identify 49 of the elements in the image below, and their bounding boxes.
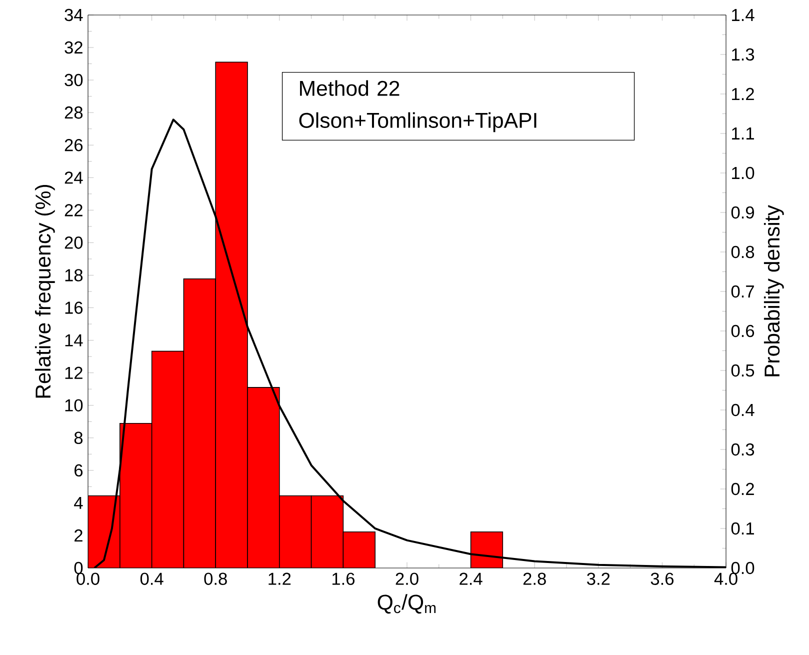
y-tick-label: 16 <box>65 302 83 314</box>
x-tick-label: 3.6 <box>650 572 674 585</box>
x-tick-label: 0.8 <box>204 572 227 585</box>
y-axis-title: Relative frequency (%) <box>34 184 55 398</box>
y2-tick-label: 0.4 <box>731 404 754 416</box>
y-tick-label: 8 <box>74 432 83 444</box>
y-tick-label: 4 <box>74 496 83 509</box>
y-tick-label: 18 <box>65 269 83 282</box>
y2-tick-label: 0.2 <box>731 482 754 496</box>
y-tick-label: 20 <box>64 236 83 249</box>
y-tick-label: 12 <box>65 366 82 379</box>
y-tick-label: 14 <box>65 334 83 346</box>
y2-tick-label: 1.1 <box>732 128 754 140</box>
annotation: Method 22 <box>300 80 400 96</box>
y-tick-label: 10 <box>65 399 83 412</box>
y-tick-label: 0 <box>74 562 83 574</box>
y2-tick-label: 0.3 <box>731 443 754 456</box>
y2-tick-label: 0.5 <box>731 364 754 377</box>
x-tick-label: 3.2 <box>587 572 610 585</box>
y-tick-label: 30 <box>64 74 83 86</box>
x-tick-label: 0.0 <box>76 572 100 585</box>
y-tick-label: 2 <box>74 529 82 542</box>
y2-tick-label: 1.3 <box>732 48 754 61</box>
y-tick-label: 24 <box>64 172 83 184</box>
y2-tick-label: 0.8 <box>731 246 754 258</box>
y-tick-label: 28 <box>64 106 83 119</box>
x-tick-label: 1.6 <box>332 572 354 585</box>
y2-tick-label: 0.7 <box>731 285 754 298</box>
x-tick-label: 0.4 <box>140 572 164 585</box>
x-tick-label: 4.0 <box>714 572 738 585</box>
x-tick-label: 2.8 <box>523 572 546 585</box>
y2-tick-label: 1.4 <box>732 9 754 21</box>
y2-tick-label: 1.2 <box>732 88 754 100</box>
y2-tick-label: 0.9 <box>731 206 754 219</box>
y2-tick-label: 0.0 <box>731 562 754 574</box>
y2-axis-title: Probability density <box>764 205 784 376</box>
y-tick-label: 32 <box>64 41 82 54</box>
x-tick-label: 2.4 <box>460 572 482 585</box>
y-tick-label: 26 <box>64 138 83 152</box>
y-tick-label: 34 <box>64 8 83 22</box>
y-tick-label: 6 <box>74 464 83 477</box>
annotation: Olson+Tomlinson+TipAPI <box>299 112 536 132</box>
y2-tick-label: 1.0 <box>732 166 754 180</box>
x-tick-label: 2.0 <box>396 572 418 585</box>
x-axis-title: Q$_{c}$/Q$_{m}$ <box>378 594 436 614</box>
x-tick-label: 1.2 <box>268 572 291 585</box>
y-tick-label: 22 <box>64 204 82 216</box>
y2-tick-label: 0.1 <box>731 522 754 535</box>
y2-tick-label: 0.6 <box>731 324 754 338</box>
